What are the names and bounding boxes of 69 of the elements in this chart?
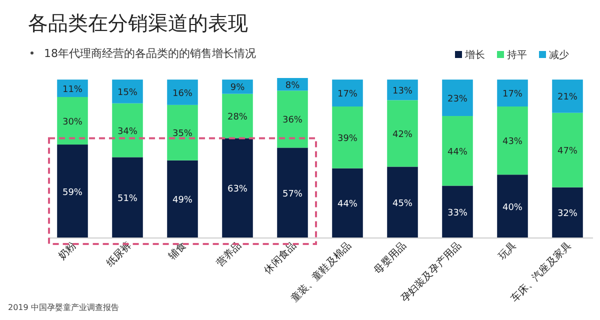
data-label: 45% (392, 198, 413, 209)
data-label: 17% (337, 90, 358, 100)
data-label: 57% (282, 189, 303, 200)
bar (167, 160, 198, 238)
bar (442, 116, 473, 186)
bar (57, 80, 88, 98)
bar (112, 157, 143, 238)
data-label: 35% (172, 129, 193, 140)
bar (497, 106, 528, 175)
bar (442, 186, 473, 238)
legend-label: 持平 (507, 49, 527, 61)
bar (387, 80, 418, 100)
bar (497, 174, 528, 238)
bar (332, 106, 363, 168)
x-tick-label: 玩具 (496, 240, 519, 262)
legend-label: 减少 (549, 49, 569, 61)
data-label: 9% (230, 83, 246, 94)
data-label: 28% (227, 112, 248, 123)
data-label: 43% (502, 137, 523, 148)
data-label: 42% (392, 130, 413, 140)
bar (387, 166, 418, 238)
bar (112, 80, 143, 104)
chart-subtitle: 18年代理商经营的各品类的的销售增长情况 (44, 47, 256, 60)
data-label: 13% (392, 86, 413, 96)
data-label: 44% (447, 147, 468, 158)
data-label: 17% (502, 90, 523, 100)
bar (167, 80, 198, 105)
bar (222, 138, 253, 238)
bar (552, 187, 583, 238)
data-label: 63% (227, 184, 248, 195)
data-label: 15% (117, 88, 138, 98)
chart-title: 各品类在分销渠道的表现 (28, 11, 248, 35)
data-label: 16% (172, 88, 193, 99)
x-tick-label: 奶粉 (56, 240, 79, 262)
bar (222, 94, 253, 138)
data-label: 32% (557, 209, 578, 220)
data-label: 40% (502, 202, 523, 213)
bar (497, 80, 528, 107)
data-label: 30% (62, 117, 83, 128)
bar (112, 103, 143, 158)
data-label: 8% (285, 80, 300, 91)
data-label: 11% (62, 84, 83, 95)
data-label: 39% (337, 134, 358, 144)
data-label: 51% (117, 194, 138, 204)
bar (552, 112, 583, 188)
bar (277, 90, 308, 148)
bar (57, 144, 88, 238)
bar (167, 104, 198, 160)
data-label: 36% (282, 116, 303, 126)
bar (332, 168, 363, 238)
bar (387, 100, 418, 167)
bar (277, 148, 308, 238)
text: 2019 中国孕婴童产业调查报告 (8, 303, 119, 312)
data-label: 33% (447, 208, 468, 218)
x-tick-label: 辅食 (166, 240, 189, 262)
data-label: 49% (172, 196, 193, 206)
bar (222, 80, 253, 94)
data-label: 44% (337, 200, 358, 210)
bar (332, 80, 363, 107)
bar (552, 80, 583, 113)
data-label: 47% (557, 146, 578, 157)
bar (442, 80, 473, 116)
data-label: 21% (557, 92, 578, 103)
data-label: 59% (62, 188, 83, 198)
x-tick-label: 母婴用品 (372, 240, 409, 276)
legend-label: 增长 (464, 49, 485, 61)
bar (57, 97, 88, 145)
data-label: 23% (447, 94, 468, 104)
data-label: 34% (117, 126, 138, 137)
